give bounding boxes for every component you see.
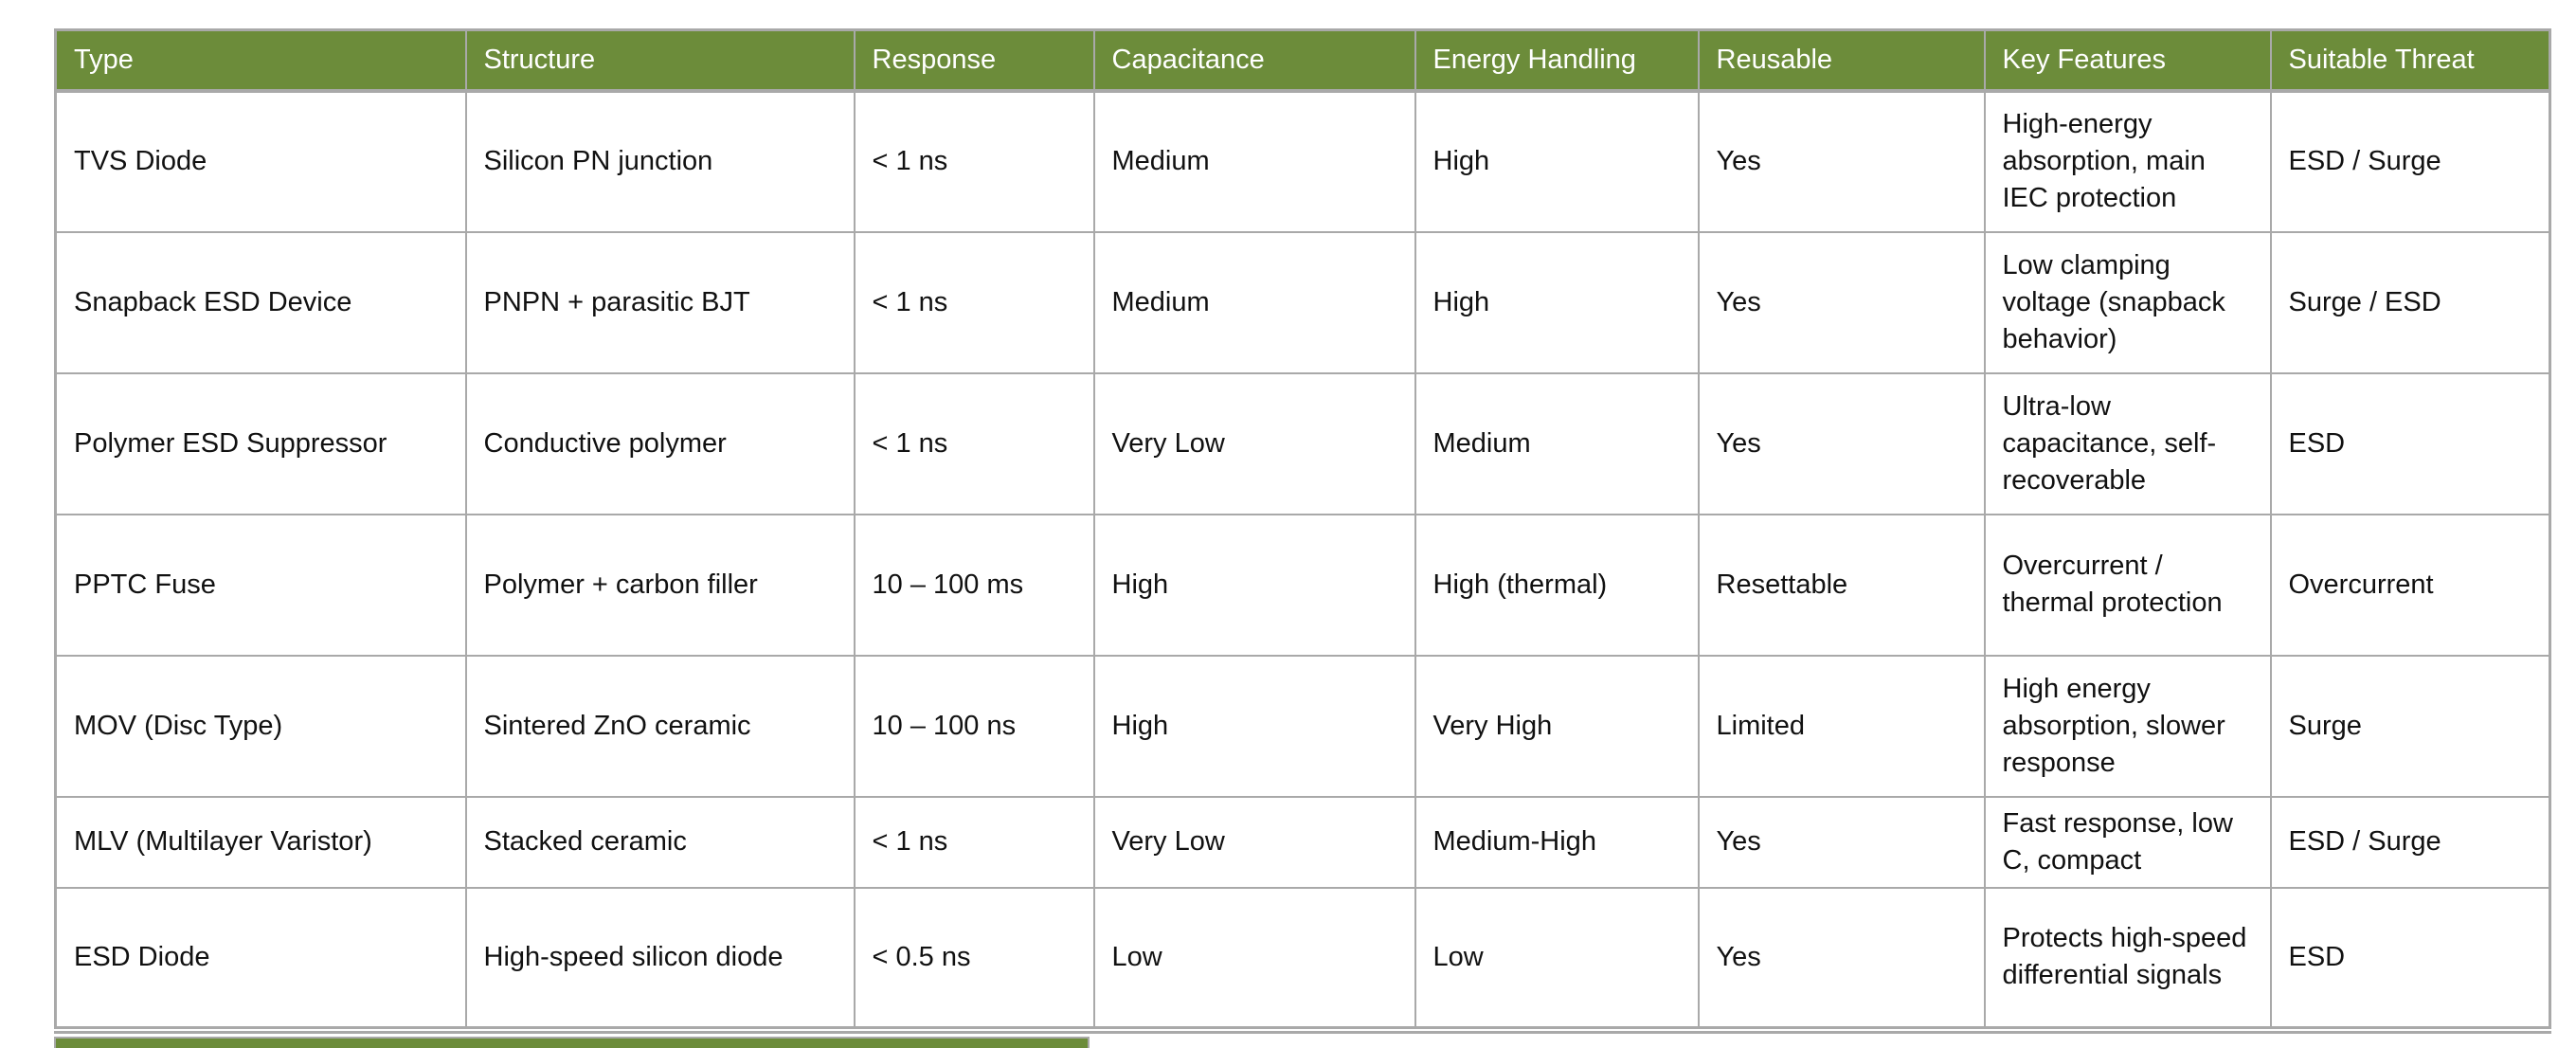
cell-type: Polymer ESD Suppressor — [54, 371, 467, 515]
cell-reusable: Yes — [1697, 230, 1986, 374]
cell-type: TVS Diode — [54, 89, 467, 233]
cell-capacitance: Medium — [1092, 89, 1416, 233]
col-header-capacitance: Capacitance — [1092, 28, 1416, 93]
second-table-header-partial — [54, 1037, 1090, 1048]
cell-key-features: Ultra-low capacitance, self-recoverable — [1983, 371, 2272, 515]
cell-key-features: Fast response, low C, compact — [1983, 795, 2272, 889]
cell-type: MOV (Disc Type) — [54, 654, 467, 798]
cell-energy-handling: Low — [1414, 886, 1700, 1031]
table-row: TVS Diode Silicon PN junction < 1 ns Med… — [54, 89, 2551, 233]
cell-energy-handling: High (thermal) — [1414, 513, 1700, 657]
cell-reusable: Yes — [1697, 795, 1986, 889]
col-header-suitable-threat: Suitable Threat — [2269, 28, 2551, 93]
cell-key-features: High energy absorption, slower response — [1983, 654, 2272, 798]
cell-reusable: Yes — [1697, 89, 1986, 233]
cell-reusable: Yes — [1697, 371, 1986, 515]
table-row: Polymer ESD Suppressor Conductive polyme… — [54, 371, 2551, 515]
cell-reusable: Limited — [1697, 654, 1986, 798]
table-row: ESD Diode High-speed silicon diode < 0.5… — [54, 886, 2551, 1031]
table-row: MOV (Disc Type) Sintered ZnO ceramic 10 … — [54, 654, 2551, 798]
cell-energy-handling: Very High — [1414, 654, 1700, 798]
col-header-reusable: Reusable — [1697, 28, 1986, 93]
col-header-structure: Structure — [464, 28, 856, 93]
cell-structure: Conductive polymer — [464, 371, 856, 515]
cell-type: Snapback ESD Device — [54, 230, 467, 374]
header-row: Type Structure Response Capacitance Ener… — [54, 28, 2551, 93]
cell-suitable-threat: Surge / ESD — [2269, 230, 2551, 374]
col-header-energy-handling: Energy Handling — [1414, 28, 1700, 93]
protection-devices-table: Type Structure Response Capacitance Ener… — [54, 28, 2551, 1034]
cell-capacitance: Very Low — [1092, 795, 1416, 889]
table-row: MLV (Multilayer Varistor) Stacked cerami… — [54, 795, 2551, 889]
cell-energy-handling: Medium — [1414, 371, 1700, 515]
cell-key-features: Low clamping voltage (snapback behavior) — [1983, 230, 2272, 374]
cell-suitable-threat: Surge — [2269, 654, 2551, 798]
cell-response: 10 – 100 ms — [853, 513, 1095, 657]
cell-structure: High-speed silicon diode — [464, 886, 856, 1031]
cell-energy-handling: High — [1414, 89, 1700, 233]
cell-suitable-threat: Overcurrent — [2269, 513, 2551, 657]
cell-response: < 1 ns — [853, 795, 1095, 889]
cell-structure: PNPN + parasitic BJT — [464, 230, 856, 374]
cell-key-features: Protects high-speed differential signals — [1983, 886, 2272, 1031]
cell-capacitance: Medium — [1092, 230, 1416, 374]
col-header-type: Type — [54, 28, 467, 93]
cell-structure: Stacked ceramic — [464, 795, 856, 889]
cell-structure: Sintered ZnO ceramic — [464, 654, 856, 798]
cell-suitable-threat: ESD / Surge — [2269, 795, 2551, 889]
cell-response: 10 – 100 ns — [853, 654, 1095, 798]
table-row: Snapback ESD Device PNPN + parasitic BJT… — [54, 230, 2551, 374]
cell-energy-handling: High — [1414, 230, 1700, 374]
cell-response: < 1 ns — [853, 371, 1095, 515]
cell-capacitance: Low — [1092, 886, 1416, 1031]
cell-energy-handling: Medium-High — [1414, 795, 1700, 889]
cell-response: < 1 ns — [853, 230, 1095, 374]
cell-capacitance: High — [1092, 513, 1416, 657]
cell-type: PPTC Fuse — [54, 513, 467, 657]
col-header-key-features: Key Features — [1983, 28, 2272, 93]
cell-type: ESD Diode — [54, 886, 467, 1031]
cell-response: < 1 ns — [853, 89, 1095, 233]
cell-key-features: High-energy absorption, main IEC protect… — [1983, 89, 2272, 233]
cell-capacitance: Very Low — [1092, 371, 1416, 515]
cell-structure: Silicon PN junction — [464, 89, 856, 233]
table-row: PPTC Fuse Polymer + carbon filler 10 – 1… — [54, 513, 2551, 657]
cell-reusable: Resettable — [1697, 513, 1986, 657]
cell-capacitance: High — [1092, 654, 1416, 798]
cell-response: < 0.5 ns — [853, 886, 1095, 1031]
cell-type: MLV (Multilayer Varistor) — [54, 795, 467, 889]
col-header-response: Response — [853, 28, 1095, 93]
cell-suitable-threat: ESD — [2269, 886, 2551, 1031]
cell-reusable: Yes — [1697, 886, 1986, 1031]
cell-suitable-threat: ESD / Surge — [2269, 89, 2551, 233]
cell-suitable-threat: ESD — [2269, 371, 2551, 515]
cell-structure: Polymer + carbon filler — [464, 513, 856, 657]
cell-key-features: Overcurrent / thermal protection — [1983, 513, 2272, 657]
